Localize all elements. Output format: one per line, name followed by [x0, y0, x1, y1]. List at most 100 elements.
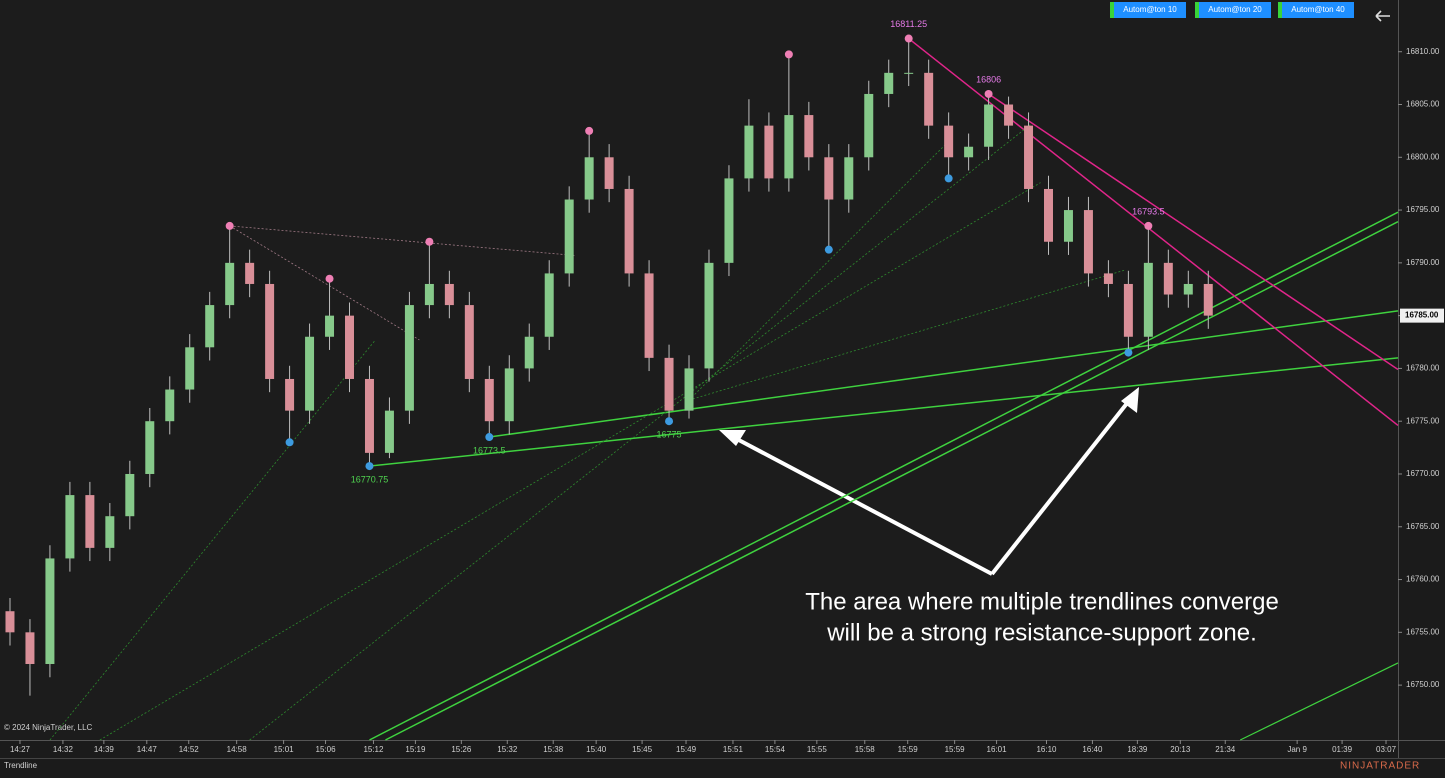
candle-body [444, 283, 454, 306]
candle-body [125, 473, 135, 517]
x-tick-label: 15:01 [274, 745, 295, 754]
y-tick-label: 16755.00 [1406, 627, 1440, 636]
trendline [369, 211, 1399, 741]
pivot-marker [485, 433, 494, 442]
pivot-label: 16775 [657, 430, 682, 440]
annotation: The area where multiple trendlines conve… [805, 588, 1279, 615]
candle-body [85, 495, 95, 548]
x-tick-label: 15:54 [765, 745, 786, 754]
plot-area [0, 0, 1398, 740]
trendline [369, 357, 1399, 467]
candle-body [804, 115, 814, 158]
candle-body [25, 632, 35, 664]
x-tick-label: 16:01 [987, 745, 1008, 754]
x-tick-label: 15:55 [807, 745, 828, 754]
y-tick-label: 16750.00 [1406, 680, 1440, 689]
annotation-arrows [719, 387, 1139, 576]
x-tick-label: 14:32 [53, 745, 74, 754]
y-tick-label: 16775.00 [1406, 416, 1440, 425]
candle-body [584, 157, 594, 200]
x-tick-label: 18:39 [1127, 745, 1148, 754]
x-tick-label: 14:52 [179, 745, 200, 754]
candle-body [784, 115, 794, 179]
x-tick-label: 01:39 [1332, 745, 1353, 754]
y-tick-label: 16805.00 [1406, 100, 1440, 109]
trendline [229, 225, 576, 256]
x-tick-label: 16:10 [1036, 745, 1057, 754]
candle-body [464, 305, 474, 379]
candle-body [624, 188, 634, 274]
candle-body [1063, 210, 1073, 242]
x-tick-label: 15:26 [451, 745, 472, 754]
candle-body [185, 347, 195, 390]
pivot-marker [824, 245, 833, 254]
candle-body [1203, 283, 1213, 316]
trendline [249, 124, 1031, 741]
candle-body [45, 558, 55, 664]
pivot-marker [225, 221, 234, 230]
x-tick-label: 20:13 [1170, 745, 1191, 754]
last-price-label: 16785.00 [1405, 311, 1439, 320]
candle-body [65, 495, 75, 559]
candle-body [904, 72, 914, 74]
pivot-marker [585, 126, 594, 135]
button[interactable]: Autom@ton 10 [1110, 2, 1186, 18]
candle-body [504, 368, 514, 422]
candle-body [764, 125, 774, 179]
candle-body [305, 336, 315, 411]
back-arrow[interactable] [1375, 10, 1390, 22]
y-tick-label: 16780.00 [1406, 364, 1440, 373]
pivot-label: 16770.75 [351, 474, 389, 484]
pivot-marker [984, 89, 993, 98]
pivot-marker [944, 174, 953, 183]
pivot-marker [904, 34, 913, 43]
x-tick-label: 16:40 [1082, 745, 1103, 754]
candle-body [984, 104, 994, 147]
candle-body [145, 421, 155, 474]
candle-body [1123, 283, 1133, 337]
x-tick-label: 03:07 [1376, 745, 1397, 754]
candle-body [105, 516, 115, 548]
candle-body [924, 72, 934, 126]
x-tick-label: 15:12 [363, 745, 384, 754]
x-tick-label: 15:45 [632, 745, 653, 754]
candle-body [285, 378, 295, 411]
tab-label[interactable]: Trendline [4, 761, 38, 770]
pivot-label: 16806 [976, 74, 1001, 84]
candle-body [684, 368, 694, 411]
candle-body [1083, 210, 1093, 274]
candle-body [5, 611, 15, 633]
y-tick-label: 16770.00 [1406, 469, 1440, 478]
trendline [385, 221, 1399, 741]
x-tick-label: 14:39 [94, 745, 115, 754]
trendline [229, 225, 420, 341]
button[interactable]: Autom@ton 40 [1278, 2, 1354, 18]
candle-body [325, 315, 335, 337]
candle-body [664, 357, 674, 411]
candle-body [1183, 283, 1193, 295]
x-tick-label: 15:38 [543, 745, 564, 754]
candle-body [844, 157, 854, 200]
x-tick-label: 14:47 [137, 745, 158, 754]
x-tick-label: 15:51 [723, 745, 744, 754]
x-tick-label: 15:06 [316, 745, 337, 754]
y-tick-label: 16795.00 [1406, 205, 1440, 214]
trendline [908, 37, 1399, 427]
y-tick-label: 16760.00 [1406, 575, 1440, 584]
candle-body [484, 378, 494, 422]
x-tick-label: 14:58 [227, 745, 248, 754]
y-tick-label: 16790.00 [1406, 258, 1440, 267]
candle-body [864, 93, 874, 158]
candle-body [384, 410, 394, 453]
pivot-marker [1144, 221, 1153, 230]
candle-body [704, 262, 714, 369]
candle-body [1143, 262, 1153, 337]
button[interactable]: Autom@ton 20 [1195, 2, 1271, 18]
candle-body [165, 389, 175, 422]
x-tick-label: Jan 9 [1287, 745, 1307, 754]
x-tick-label: 15:40 [586, 745, 607, 754]
candle-body [604, 157, 614, 189]
pivot-marker [1124, 348, 1133, 357]
candle-body [1103, 273, 1113, 284]
